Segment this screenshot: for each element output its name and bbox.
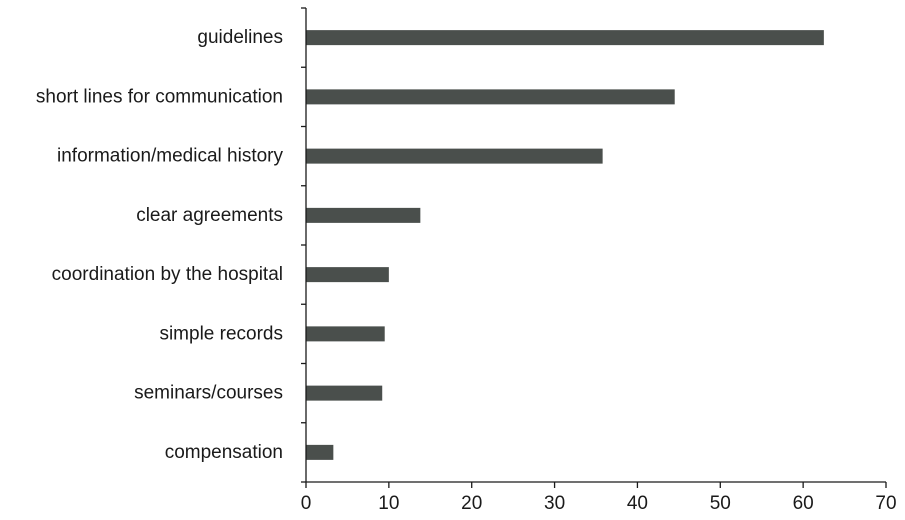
category-labels-group: guidelines short lines for communication i…: [36, 27, 284, 463]
x-tick-label: 20: [461, 493, 482, 514]
bar: [306, 207, 421, 223]
bar: [306, 30, 824, 46]
category-label: information/medical history: [57, 146, 283, 167]
x-tick-label: 10: [378, 493, 399, 514]
x-tick-label: 30: [544, 493, 565, 514]
bar: [306, 385, 383, 401]
x-axis-ticks-group: 0 10 20 30 40 50 60 70: [301, 482, 897, 514]
category-label: clear agreements: [136, 205, 283, 226]
bar: [306, 267, 389, 283]
category-label: guidelines: [197, 27, 283, 48]
bar: [306, 89, 675, 105]
category-label: simple records: [159, 323, 283, 344]
y-axis-ticks-group: [301, 7, 306, 483]
bars-group: [306, 30, 824, 460]
x-tick-label: 40: [627, 493, 648, 514]
category-label: compensation: [165, 442, 283, 463]
bar: [306, 444, 334, 460]
category-label: short lines for communication: [36, 86, 283, 107]
x-tick-label: 60: [793, 493, 814, 514]
category-label: seminars/courses: [134, 383, 283, 404]
category-label: coordination by the hospital: [52, 264, 283, 285]
x-tick-label: 50: [710, 493, 731, 514]
bar: [306, 148, 603, 164]
x-tick-label: 0: [301, 493, 312, 514]
bar: [306, 326, 385, 342]
x-tick-label: 70: [875, 493, 896, 514]
